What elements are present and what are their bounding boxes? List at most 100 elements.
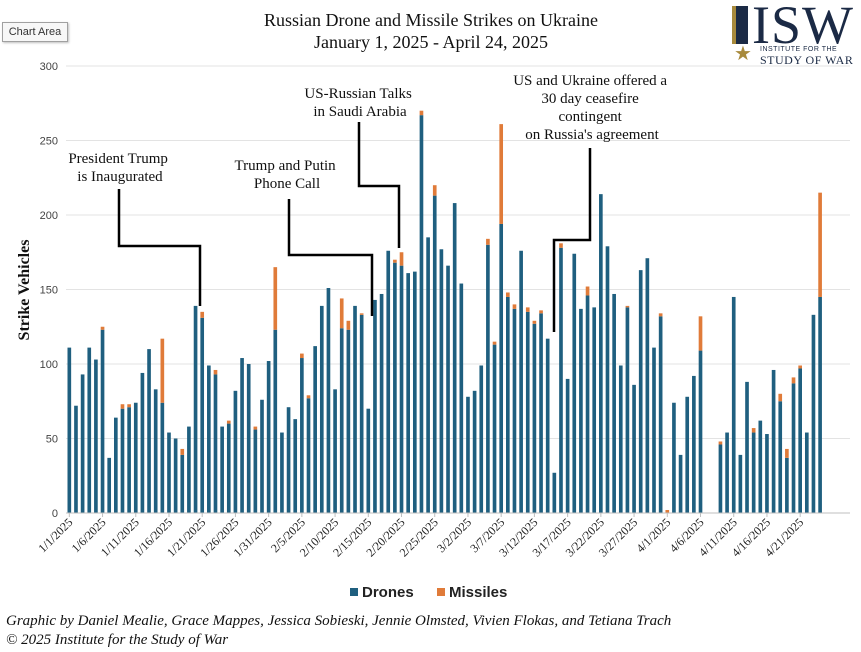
bar-drones bbox=[818, 296, 822, 513]
bar-drones bbox=[692, 375, 696, 513]
bar-drones bbox=[67, 347, 72, 513]
bar-drones bbox=[572, 253, 577, 514]
bar-drones bbox=[625, 307, 630, 513]
bar-missiles bbox=[665, 510, 670, 513]
bar-drones bbox=[253, 429, 258, 513]
bar-drones bbox=[612, 293, 616, 513]
bar-drones bbox=[459, 283, 464, 513]
y-tick-label: 100 bbox=[40, 359, 58, 371]
logo-text: ISW bbox=[752, 0, 854, 55]
bar-missiles bbox=[306, 395, 311, 399]
bar-drones bbox=[798, 368, 802, 513]
bar-drones bbox=[439, 249, 444, 513]
bar-drones bbox=[486, 244, 490, 514]
bar-missiles bbox=[339, 298, 344, 329]
bar-drones bbox=[213, 374, 218, 513]
bar-drones bbox=[94, 359, 98, 513]
bar-drones bbox=[180, 454, 185, 513]
bar-drones bbox=[114, 417, 118, 513]
bar-drones bbox=[632, 384, 636, 513]
bar-missiles bbox=[127, 404, 131, 408]
logo-subtitle-line2: STUDY OF WAR bbox=[760, 53, 854, 67]
bar-drones bbox=[140, 372, 145, 513]
annotation-ceasefire: US and Ukraine offered a 30 day ceasefir… bbox=[513, 73, 671, 143]
bar-drones bbox=[373, 299, 377, 513]
bar-missiles bbox=[532, 320, 537, 324]
bar-drones bbox=[240, 358, 244, 513]
bar-drones bbox=[293, 419, 298, 513]
bar-drones bbox=[233, 390, 238, 513]
bar-drones bbox=[300, 358, 304, 513]
bar-drones bbox=[678, 454, 683, 513]
bar-drones bbox=[559, 247, 563, 513]
bar-drones bbox=[758, 420, 763, 513]
isw-logo: ISW ★ INSTITUTE FOR THE STUDY OF WAR bbox=[730, 0, 860, 70]
bar-missiles bbox=[160, 338, 165, 403]
annotations: President Trump is Inaugurated Trump and… bbox=[68, 73, 671, 332]
bar-drones bbox=[419, 115, 424, 514]
bar-drones bbox=[399, 265, 404, 513]
bar-drones bbox=[672, 402, 676, 513]
bar-missiles bbox=[512, 304, 517, 309]
bar-missiles bbox=[180, 448, 185, 455]
bar-drones bbox=[645, 258, 650, 513]
bar-missiles bbox=[718, 441, 723, 445]
bar-missiles bbox=[778, 393, 783, 402]
annotation-saudi-talks-line2: in Saudi Arabia bbox=[313, 104, 407, 120]
bar-drones bbox=[266, 361, 271, 513]
bar-drones bbox=[811, 314, 816, 513]
y-tick-label: 0 bbox=[52, 508, 58, 520]
bar-drones bbox=[804, 432, 809, 513]
annotation-inauguration: President Trump is Inaugurated bbox=[68, 151, 171, 185]
bar-missiles bbox=[200, 311, 205, 318]
bars bbox=[67, 110, 822, 514]
bar-drones bbox=[432, 195, 437, 513]
bar-missiles bbox=[399, 252, 404, 266]
bar-missiles bbox=[300, 353, 304, 359]
bar-drones bbox=[226, 423, 231, 513]
footer-credits: Graphic by Daniel Mealie, Grace Mappes, … bbox=[6, 612, 671, 650]
annotation-saudi-talks-line1: US-Russian Talks bbox=[304, 86, 412, 102]
bar-drones bbox=[153, 389, 158, 513]
bar-drones bbox=[725, 432, 729, 513]
bar-drones bbox=[545, 338, 550, 513]
bar-drones bbox=[532, 323, 537, 513]
bar-drones bbox=[246, 364, 251, 513]
chart-area-button[interactable]: Chart Area bbox=[2, 22, 68, 42]
bar-drones bbox=[599, 194, 603, 513]
bar-drones bbox=[506, 296, 510, 513]
logo-bar-icon bbox=[732, 6, 748, 44]
bar-drones bbox=[326, 288, 331, 513]
annotation-phone-call: Trump and Putin Phone Call bbox=[235, 158, 340, 192]
bar-missiles bbox=[525, 307, 530, 312]
bar-drones bbox=[260, 399, 264, 513]
bar-drones bbox=[120, 408, 125, 513]
annotation-line-ceasefire bbox=[552, 148, 592, 332]
bar-drones bbox=[393, 262, 397, 513]
bar-drones bbox=[731, 296, 736, 513]
bar-drones bbox=[479, 365, 484, 513]
bar-drones bbox=[100, 329, 105, 513]
bar-missiles bbox=[791, 377, 796, 384]
bar-missiles bbox=[539, 310, 543, 314]
bar-missiles bbox=[226, 420, 231, 424]
bar-drones bbox=[745, 381, 749, 513]
bar-drones bbox=[74, 405, 78, 513]
annotation-line-saudi-talks bbox=[357, 122, 401, 248]
bar-drones bbox=[638, 270, 643, 513]
bar-drones bbox=[193, 305, 198, 513]
y-tick-label: 300 bbox=[40, 61, 58, 73]
bar-drones bbox=[778, 401, 783, 513]
bar-drones bbox=[426, 237, 430, 513]
bar-drones bbox=[319, 305, 324, 513]
bar-missiles bbox=[120, 404, 125, 409]
bar-missiles bbox=[273, 267, 278, 330]
bar-drones bbox=[592, 307, 597, 513]
bar-drones bbox=[346, 329, 351, 513]
bar-drones bbox=[207, 365, 211, 513]
bar-drones bbox=[339, 328, 344, 513]
bar-drones bbox=[492, 344, 497, 513]
bar-drones bbox=[333, 389, 337, 513]
bar-drones bbox=[133, 402, 138, 513]
